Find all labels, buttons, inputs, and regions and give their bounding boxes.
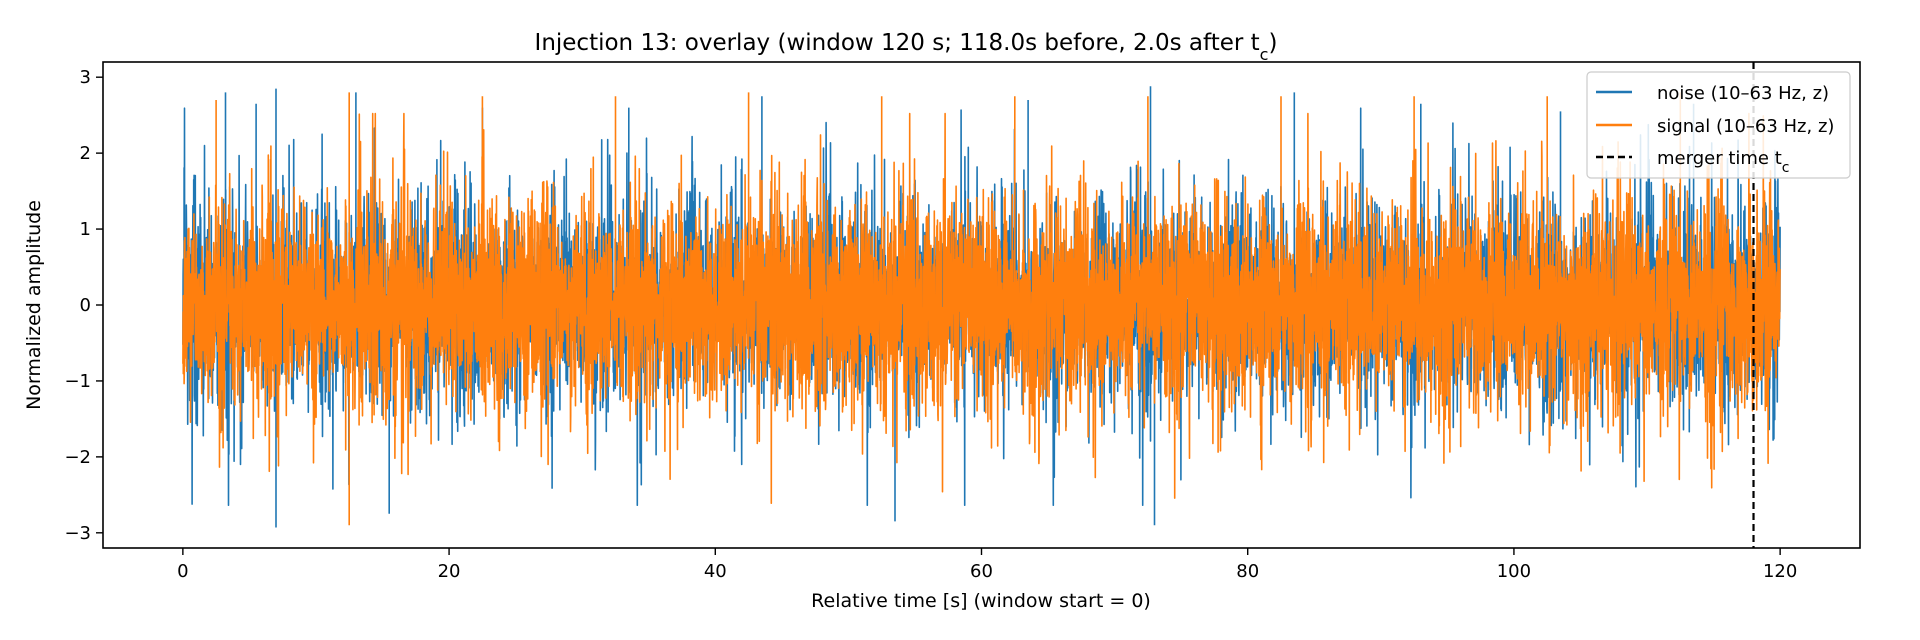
- y-tick-label: 0: [80, 295, 91, 316]
- chart-title: Injection 13: overlay (window 120 s; 118…: [535, 30, 1278, 64]
- y-tick-label: −2: [64, 447, 91, 468]
- legend-label-signal: signal (10–63 Hz, z): [1657, 116, 1834, 137]
- y-axis-label: Normalized amplitude: [23, 200, 45, 410]
- series-layer: [182, 86, 1781, 528]
- x-tick-label: 40: [704, 561, 727, 582]
- x-tick-label: 0: [177, 561, 188, 582]
- legend: noise (10–63 Hz, z) signal (10–63 Hz, z)…: [1586, 71, 1851, 179]
- x-tick-label: 120: [1763, 561, 1797, 582]
- y-tick-label: 2: [80, 143, 91, 164]
- x-axis-label: Relative time [s] (window start = 0): [811, 590, 1151, 612]
- y-tick-label: −1: [64, 371, 91, 392]
- x-tick-label: 100: [1497, 561, 1531, 582]
- y-tick-label: −3: [64, 523, 91, 544]
- legend-box: [1586, 71, 1851, 179]
- y-axis-ticks: −3 −2 −1 0 1 2 3: [64, 67, 103, 544]
- series-line-signal: [182, 92, 1781, 526]
- y-tick-label: 3: [80, 67, 91, 88]
- y-tick-label: 1: [80, 219, 91, 240]
- legend-label-noise: noise (10–63 Hz, z): [1657, 83, 1829, 104]
- x-tick-label: 60: [970, 561, 993, 582]
- x-axis-ticks: 0 20 40 60 80 100 120: [177, 548, 1797, 582]
- x-tick-label: 20: [438, 561, 461, 582]
- x-tick-label: 80: [1236, 561, 1259, 582]
- legend-label-merger: merger time tc: [1657, 148, 1789, 176]
